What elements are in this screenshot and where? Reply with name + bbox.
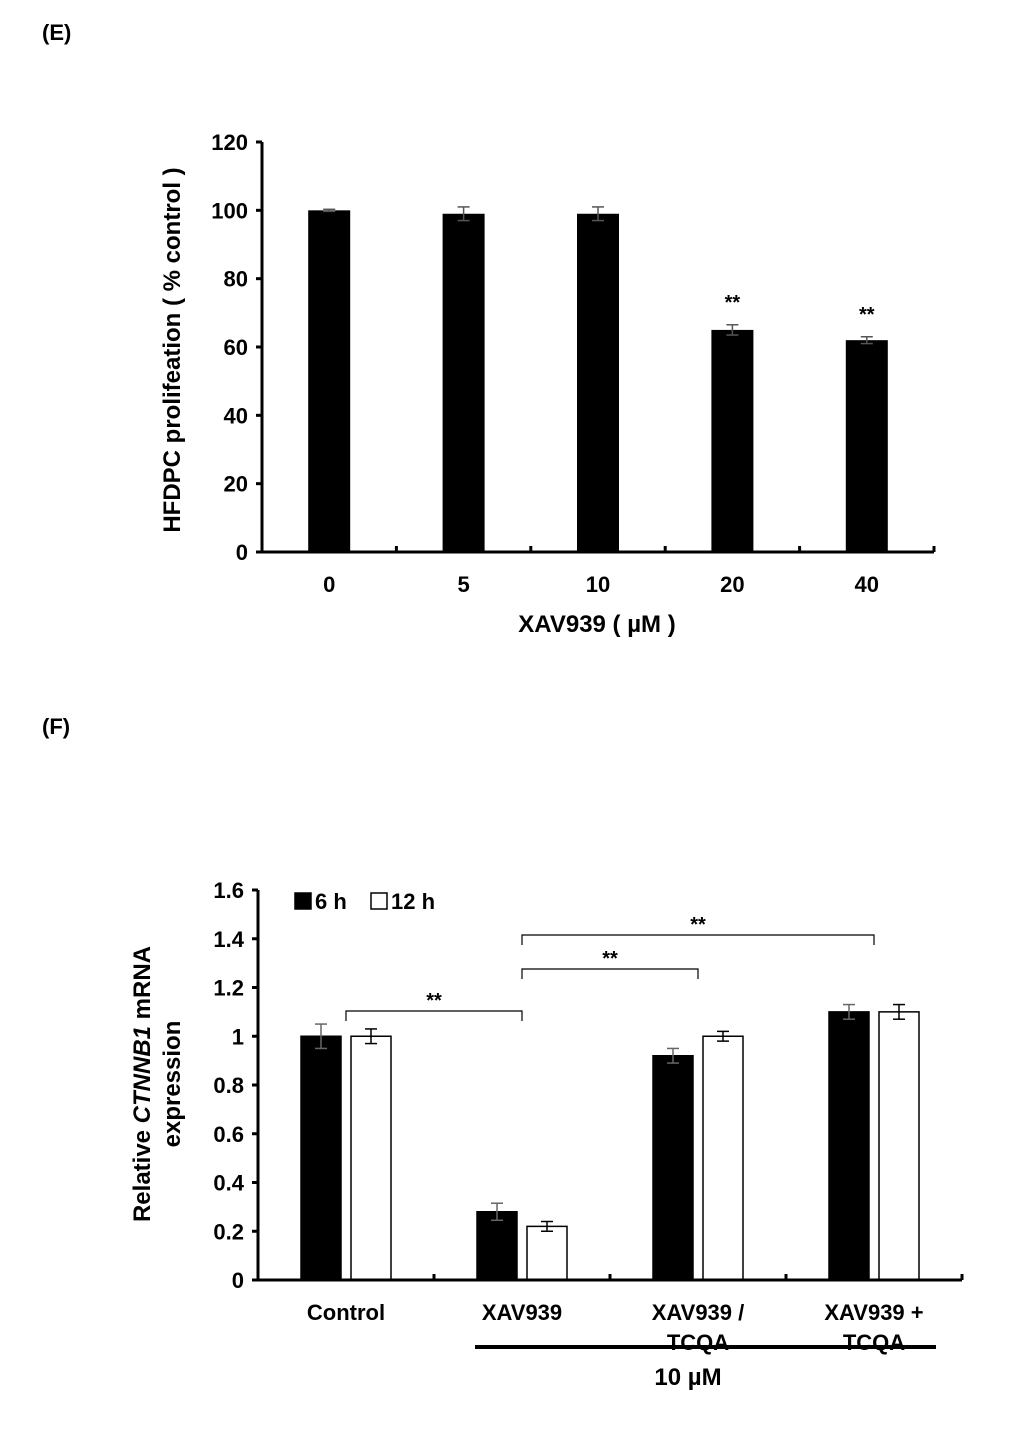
f-legend: 6 h 12 h (294, 889, 435, 914)
f-bar-6h (476, 1211, 518, 1281)
e-bar (845, 340, 888, 552)
e-x-tick-label: 20 (720, 572, 744, 597)
f-y-tick-label: 0 (232, 1268, 244, 1293)
f-y-tick-label: 0.6 (213, 1122, 244, 1147)
legend-label-6h: 6 h (315, 889, 347, 914)
f-x-tick-label: TCQA (843, 1330, 905, 1355)
f-significance-mark: ** (602, 948, 618, 970)
f-bar-6h (828, 1011, 870, 1281)
f-bar-12h (702, 1035, 744, 1281)
f-x-tick-label: TCQA (667, 1330, 729, 1355)
panel-e: (E) 0 20 40 60 80 100 120 ** ** 0 5 10 20 40 XAV939… (42, 20, 936, 638)
panel-f: (F) 0 0.2 0.4 0.6 0.8 1 1.2 1.4 1.6 ** ** ** Contr… (42, 714, 964, 1391)
f-x-tick-label: Control (307, 1300, 385, 1325)
e-y-tick-label: 40 (224, 403, 248, 428)
f-bar-12h (350, 1035, 392, 1281)
f-significance-mark: ** (690, 914, 706, 936)
f-bar-12h (526, 1225, 568, 1281)
e-x-tick-label: 5 (457, 572, 469, 597)
f-significance-bracket (521, 968, 699, 979)
e-y-tick-label: 120 (211, 130, 248, 155)
e-bar (711, 329, 754, 552)
f-significance-bracket (345, 1010, 523, 1021)
e-y-tick-label: 20 (224, 472, 248, 497)
f-bar-6h (652, 1055, 694, 1281)
panel-e-label: (E) (42, 20, 71, 45)
f-y-tick-label: 1.6 (213, 878, 244, 903)
f-y-tick-label: 1.4 (213, 927, 244, 952)
panel-f-label: (F) (42, 714, 70, 739)
e-significance-mark: ** (725, 292, 741, 314)
f-x-tick-label: XAV939 (482, 1300, 562, 1325)
legend-label-12h: 12 h (391, 889, 435, 914)
e-x-tick-label: 0 (323, 572, 335, 597)
f-y-axis-title: Relative CTNNB1 mRNA (129, 946, 156, 1222)
e-y-axis-title: HFDPC prolifeation ( % control ) (159, 167, 186, 532)
e-bar (308, 210, 351, 553)
f-y-axis-title-line2: expression (159, 1021, 186, 1148)
f-y-tick-label: 0.8 (213, 1073, 244, 1098)
legend-swatch-6h (294, 892, 312, 910)
e-y-tick-label: 100 (211, 198, 248, 223)
f-y-tick-label: 1 (232, 1024, 244, 1049)
f-significance-bracket (521, 934, 875, 945)
f-y-tick-label: 0.2 (213, 1219, 244, 1244)
e-y-tick-label: 60 (224, 335, 248, 360)
e-bar (442, 213, 485, 552)
e-significance-mark: ** (859, 304, 875, 326)
e-y-tick-label: 80 (224, 267, 248, 292)
f-x-tick-label: XAV939 + (824, 1300, 923, 1325)
f-x-tick-label: XAV939 / (652, 1300, 745, 1325)
legend-swatch-12h (370, 892, 388, 910)
e-bar (577, 213, 619, 552)
concentration-label: 10 µM (654, 1364, 721, 1391)
f-y-tick-label: 1.2 (213, 976, 244, 1001)
e-x-tick-label: 10 (586, 572, 610, 597)
f-bar-12h (878, 1011, 920, 1281)
e-x-tick-label: 40 (855, 572, 879, 597)
e-y-tick-label: 0 (236, 540, 248, 565)
e-x-axis-title: XAV939 ( µM ) (518, 611, 675, 638)
f-bar-6h (300, 1035, 342, 1281)
f-y-tick-label: 0.4 (213, 1171, 244, 1196)
f-significance-mark: ** (426, 990, 442, 1012)
